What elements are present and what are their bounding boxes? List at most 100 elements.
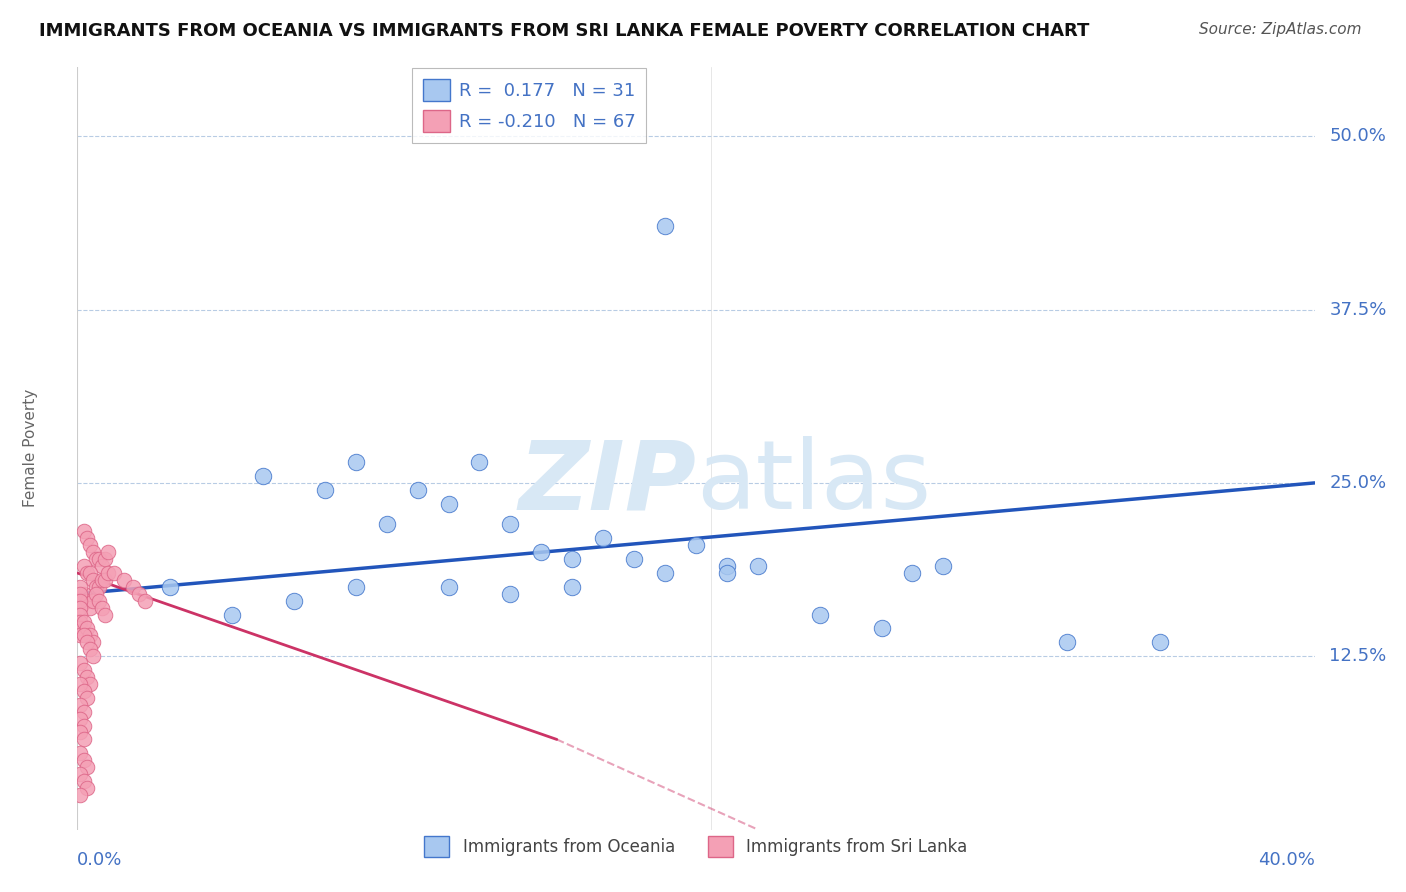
Point — [87, 580, 110, 594]
Point — [69, 677, 91, 691]
Point — [406, 483, 429, 497]
Point — [76, 635, 98, 649]
Point — [76, 670, 98, 684]
Point — [72, 753, 94, 767]
Point — [69, 622, 91, 636]
Point — [79, 538, 101, 552]
Text: 25.0%: 25.0% — [1330, 474, 1386, 491]
Point — [252, 469, 274, 483]
Point — [87, 552, 110, 566]
Point — [221, 607, 243, 622]
Point — [72, 628, 94, 642]
Text: 12.5%: 12.5% — [1330, 648, 1386, 665]
Point — [94, 552, 117, 566]
Point — [159, 580, 181, 594]
Point — [79, 600, 101, 615]
Point — [87, 594, 110, 608]
Text: 40.0%: 40.0% — [1258, 851, 1315, 869]
Point — [76, 690, 98, 705]
Point — [79, 677, 101, 691]
Point — [82, 573, 104, 587]
Text: 0.0%: 0.0% — [77, 851, 122, 869]
Point — [69, 712, 91, 726]
Point — [82, 635, 104, 649]
Point — [69, 698, 91, 712]
Point — [344, 580, 367, 594]
Point — [72, 718, 94, 732]
Point — [76, 760, 98, 774]
Point — [654, 219, 676, 234]
Point — [1149, 635, 1171, 649]
Point — [69, 580, 91, 594]
Point — [103, 566, 125, 580]
Point — [685, 538, 707, 552]
Point — [122, 580, 145, 594]
Point — [69, 725, 91, 739]
Text: 37.5%: 37.5% — [1330, 301, 1386, 318]
Point — [344, 455, 367, 469]
Point — [654, 566, 676, 580]
Point — [437, 497, 460, 511]
Point — [94, 607, 117, 622]
Point — [72, 663, 94, 677]
Point — [134, 594, 156, 608]
Point — [79, 642, 101, 657]
Text: Female Poverty: Female Poverty — [22, 389, 38, 508]
Point — [561, 552, 583, 566]
Point — [72, 587, 94, 601]
Text: IMMIGRANTS FROM OCEANIA VS IMMIGRANTS FROM SRI LANKA FEMALE POVERTY CORRELATION : IMMIGRANTS FROM OCEANIA VS IMMIGRANTS FR… — [39, 22, 1090, 40]
Point — [69, 767, 91, 781]
Point — [128, 587, 150, 601]
Point — [1056, 635, 1078, 649]
Point — [375, 517, 398, 532]
Text: atlas: atlas — [696, 436, 931, 529]
Point — [72, 774, 94, 789]
Point — [437, 580, 460, 594]
Point — [69, 656, 91, 670]
Point — [91, 600, 114, 615]
Text: 50.0%: 50.0% — [1330, 128, 1386, 145]
Point — [84, 587, 107, 601]
Point — [530, 545, 553, 559]
Point — [499, 517, 522, 532]
Point — [901, 566, 924, 580]
Point — [79, 628, 101, 642]
Point — [82, 545, 104, 559]
Point — [69, 746, 91, 760]
Point — [84, 580, 107, 594]
Point — [112, 573, 135, 587]
Point — [97, 545, 120, 559]
Legend: Immigrants from Oceania, Immigrants from Sri Lanka: Immigrants from Oceania, Immigrants from… — [418, 830, 974, 863]
Point — [72, 559, 94, 574]
Point — [69, 600, 91, 615]
Point — [76, 532, 98, 546]
Point — [870, 622, 893, 636]
Point — [499, 587, 522, 601]
Point — [72, 684, 94, 698]
Point — [79, 566, 101, 580]
Point — [76, 594, 98, 608]
Point — [69, 788, 91, 802]
Point — [808, 607, 831, 622]
Point — [72, 705, 94, 719]
Point — [84, 552, 107, 566]
Point — [468, 455, 491, 469]
Point — [97, 566, 120, 580]
Point — [716, 559, 738, 574]
Point — [72, 615, 94, 629]
Point — [69, 594, 91, 608]
Point — [72, 524, 94, 539]
Point — [91, 559, 114, 574]
Point — [76, 622, 98, 636]
Point — [623, 552, 645, 566]
Point — [932, 559, 955, 574]
Point — [747, 559, 769, 574]
Point — [592, 532, 614, 546]
Text: Source: ZipAtlas.com: Source: ZipAtlas.com — [1198, 22, 1361, 37]
Point — [561, 580, 583, 594]
Point — [76, 566, 98, 580]
Point — [91, 573, 114, 587]
Point — [314, 483, 336, 497]
Point — [69, 587, 91, 601]
Point — [716, 566, 738, 580]
